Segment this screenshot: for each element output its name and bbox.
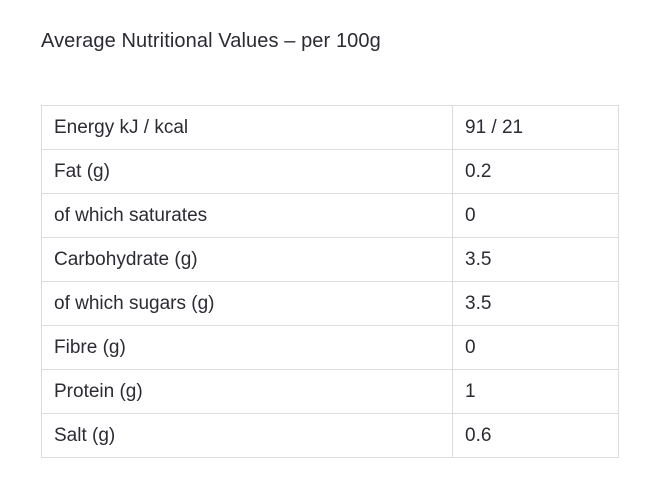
table-row: Energy kJ / kcal 91 / 21 [41, 105, 619, 150]
nutrient-value: 3.5 [452, 237, 619, 282]
table-row: Protein (g) 1 [41, 369, 619, 414]
table-row: Fibre (g) 0 [41, 325, 619, 370]
nutrient-value: 0.6 [452, 413, 619, 458]
nutrition-table: Energy kJ / kcal 91 / 21 Fat (g) 0.2 of … [41, 105, 619, 458]
table-row: Fat (g) 0.2 [41, 149, 619, 194]
nutrient-value: 0 [452, 193, 619, 238]
nutrient-label: of which saturates [41, 193, 453, 238]
table-row: Carbohydrate (g) 3.5 [41, 237, 619, 282]
nutrient-label: Fat (g) [41, 149, 453, 194]
nutrient-value: 0.2 [452, 149, 619, 194]
nutrient-label: Fibre (g) [41, 325, 453, 370]
nutrition-heading: Average Nutritional Values – per 100g [41, 30, 381, 52]
table-row: Salt (g) 0.6 [41, 413, 619, 458]
nutrient-label: Salt (g) [41, 413, 453, 458]
table-row: of which sugars (g) 3.5 [41, 281, 619, 326]
nutrient-value: 3.5 [452, 281, 619, 326]
nutrient-value: 1 [452, 369, 619, 414]
nutrient-value: 91 / 21 [452, 105, 619, 150]
table-row: of which saturates 0 [41, 193, 619, 238]
nutrient-label: Energy kJ / kcal [41, 105, 453, 150]
nutrient-label: Carbohydrate (g) [41, 237, 453, 282]
nutrient-label: Protein (g) [41, 369, 453, 414]
nutrient-label: of which sugars (g) [41, 281, 453, 326]
nutrient-value: 0 [452, 325, 619, 370]
